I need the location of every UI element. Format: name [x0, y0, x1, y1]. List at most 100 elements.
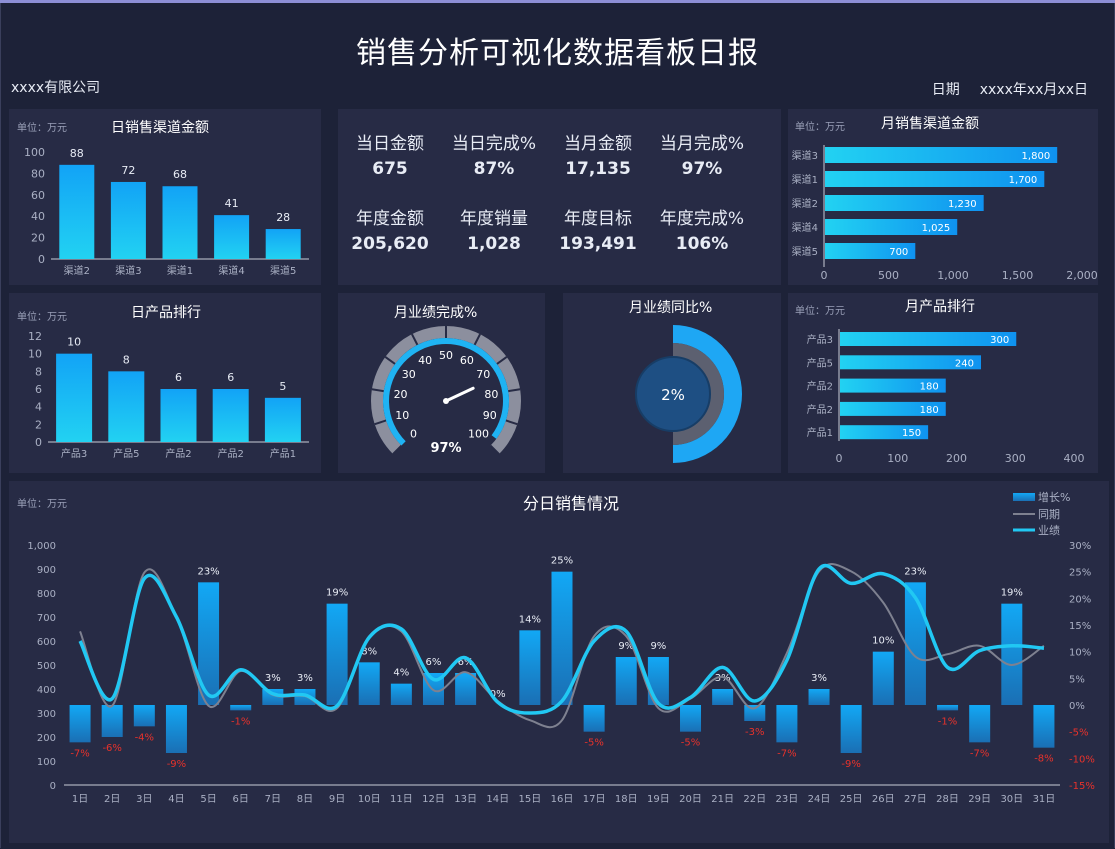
y-tick-label: 40 [31, 210, 45, 223]
gauge-tick [496, 356, 508, 365]
x-tick-label: 10日 [358, 794, 381, 805]
daily-sales-chart: 0 100 200 300 400 500 600 700 800 900 1,000 -15% -10… [27, 490, 1094, 805]
daily-product-unit: 单位：万元 [17, 312, 67, 323]
growth-bar [712, 689, 734, 705]
y-tick-label: 渠道5 [792, 245, 818, 258]
bar [214, 215, 250, 259]
gauge-tick [508, 388, 521, 393]
bar [840, 401, 946, 416]
kpi-yearly-volume: 年度销量 1,028 [439, 204, 549, 254]
daily-product-chart: 0 2 4 6 8 10 12 10 产品3 8 产品5 6 产品2 6 产品2 5 产品1 [28, 330, 309, 460]
left-y-tick-label: 500 [37, 661, 56, 672]
x-tick-label: 6日 [233, 794, 249, 805]
kpi-value: 106% [675, 234, 729, 254]
growth-bar [969, 705, 991, 743]
x-tick-label: 7日 [265, 794, 281, 805]
kpi-yearly-completion: 年度完成% 106% [647, 204, 757, 254]
x-tick-label: 渠道2 [64, 264, 90, 277]
y-tick-label: 80 [31, 167, 45, 180]
daily-sales-unit: 单位：万元 [17, 499, 67, 510]
growth-value-label: 0% [490, 689, 506, 700]
growth-value-label: 3% [265, 673, 281, 684]
kpi-panel: 当日金额 675 当日完成% 87% 当月金额 17,135 当月完成% 97% 年度金… [338, 109, 781, 285]
y-tick-label: 60 [31, 189, 45, 202]
monthly-channel-chart: 0 500 1,000 1,500 2,000 1,800 渠道3 1,700 渠道1 1,230… [792, 145, 1098, 282]
bar [825, 219, 958, 235]
bar-value-label: 28 [276, 211, 290, 224]
bar-value-label: 68 [173, 168, 187, 181]
x-tick-label: 8日 [297, 794, 313, 805]
monthly-product-unit: 单位：万元 [795, 306, 845, 317]
bar-value-label: 1,800 [1022, 151, 1051, 162]
x-tick-label: 15日 [519, 794, 542, 805]
growth-value-label: -7% [70, 748, 89, 759]
left-y-tick-label: 0 [50, 781, 56, 792]
bar-value-label: 180 [920, 382, 939, 393]
x-tick-label: 24日 [808, 794, 831, 805]
y-tick-label: 12 [28, 330, 42, 343]
growth-value-label: 10% [872, 636, 894, 647]
date-value: xxxx年xx月xx日 [979, 82, 1088, 98]
bar [840, 425, 929, 440]
kpi-monthly-completion: 当月完成% 97% [647, 129, 757, 179]
legend-prior-label: 同期 [1038, 508, 1060, 521]
gauge-needle [444, 386, 475, 403]
y-tick-label: 0 [38, 253, 45, 266]
growth-value-label: -4% [135, 732, 154, 743]
kpi-label: 当日金额 [356, 134, 424, 154]
daily-sales-panel: 单位：万元 分日销售情况 0 100 200 300 400 500 600 700 800 90… [9, 481, 1109, 843]
x-tick-label: 渠道5 [270, 264, 296, 277]
gauge-value-arc [383, 338, 509, 446]
bar [110, 181, 146, 259]
growth-bar [615, 657, 637, 705]
x-tick-label: 19日 [647, 794, 670, 805]
growth-value-label: 6% [458, 657, 474, 668]
growth-value-label: 19% [1001, 588, 1023, 599]
kpi-monthly-amount: 当月金额 17,135 [543, 129, 653, 179]
x-tick-label: 21日 [711, 794, 734, 805]
left-y-tick-label: 600 [37, 637, 56, 648]
growth-value-label: -5% [584, 738, 603, 749]
report-date: 日期 xxxx年xx月xx日 [912, 79, 1088, 99]
monthly-completion-title: 月业绩完成% [394, 305, 478, 321]
x-tick-label: 31日 [1033, 794, 1056, 805]
daily-channel-panel: 单位：万元 日销售渠道金额 0 20 40 60 80 100 88 渠道2 72 渠道3 68 渠道… [9, 109, 321, 285]
bar-value-label: 72 [121, 164, 135, 177]
kpi-label: 当日完成% [451, 134, 537, 154]
growth-bar [390, 683, 412, 705]
bar [108, 371, 145, 442]
y-tick-label: 6 [35, 383, 42, 396]
x-tick-label: 300 [1005, 452, 1026, 465]
x-tick-label: 22日 [743, 794, 766, 805]
x-tick-label: 3日 [136, 794, 152, 805]
monthly-completion-panel: 月业绩完成% 0 10 20 30 40 50 60 70 80 90 100 97% [338, 293, 545, 473]
y-tick-label: 4 [35, 401, 42, 414]
x-tick-label: 0 [821, 269, 828, 282]
y-tick-label: 10 [28, 348, 42, 361]
bar [160, 389, 197, 442]
gauge-tick-label: 100 [468, 428, 489, 441]
growth-bar [198, 582, 220, 705]
left-y-tick-label: 700 [37, 613, 56, 624]
growth-value-label: -7% [970, 748, 989, 759]
x-tick-label: 1,000 [937, 269, 969, 282]
monthly-channel-panel: 单位：万元 月销售渠道金额 0 500 1,000 1,500 2,000 1,800 渠道… [788, 109, 1098, 285]
y-tick-label: 8 [35, 365, 42, 378]
y-tick-label: 2 [35, 418, 42, 431]
bar [162, 186, 198, 259]
bar [265, 229, 301, 259]
x-tick-label: 28日 [936, 794, 959, 805]
bar [212, 389, 249, 442]
daily-product-title: 日产品排行 [131, 305, 201, 321]
top-accent-line [0, 0, 1115, 3]
growth-value-label: 23% [904, 566, 926, 577]
x-tick-label: 12日 [422, 794, 445, 805]
monthly-product-panel: 单位：万元 月产品排行 0 100 200 300 400 300 产品3 240 产品5 180… [788, 293, 1098, 473]
monthly-channel-unit: 单位：万元 [795, 122, 845, 133]
growth-value-label: 4% [393, 668, 409, 679]
growth-bar [262, 689, 284, 705]
daily-channel-chart: 0 20 40 60 80 100 88 渠道2 72 渠道3 68 渠道1 41 渠道4 28 渠道5 [24, 146, 309, 277]
growth-bar [165, 705, 187, 753]
kpi-value: 675 [372, 159, 408, 179]
growth-value-label: 3% [811, 673, 827, 684]
